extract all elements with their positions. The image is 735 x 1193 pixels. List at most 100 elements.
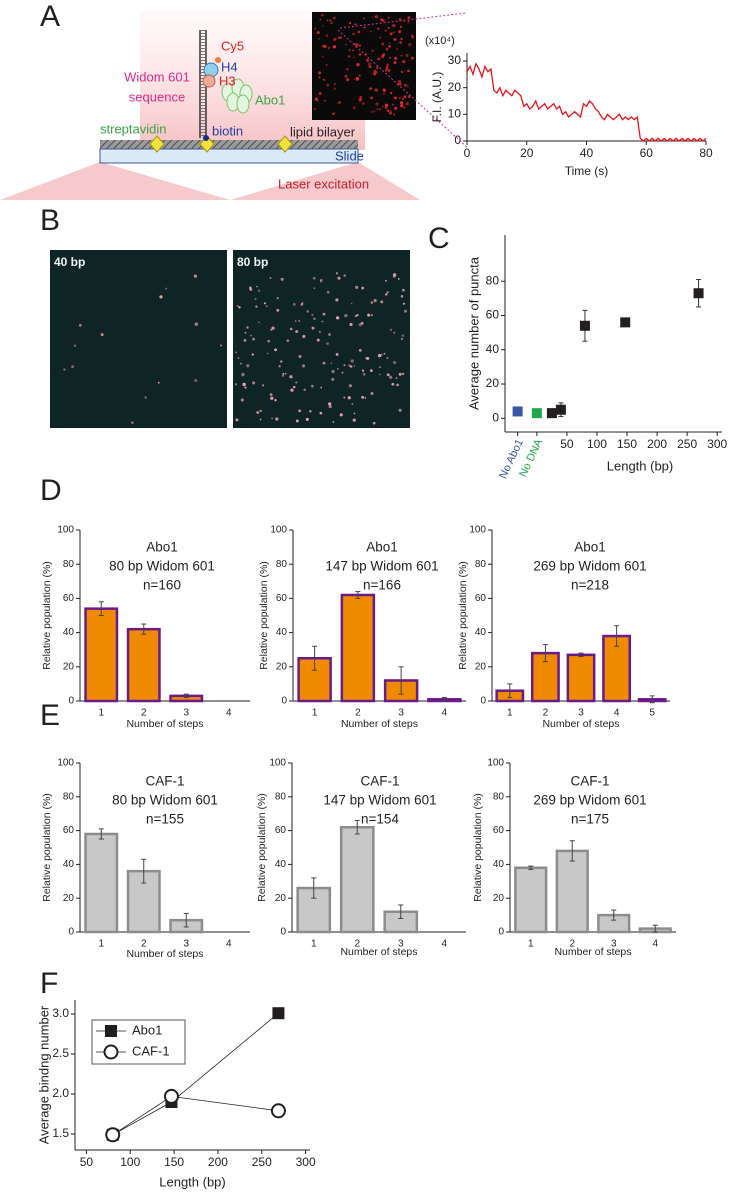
series-line: [112, 1095, 279, 1136]
punctum: [367, 313, 371, 317]
punctum: [254, 298, 257, 301]
y-axis-label: Relative population (%): [457, 561, 469, 670]
punctum: [259, 409, 262, 413]
punctum: [333, 82, 336, 85]
punctum: [328, 402, 332, 406]
punctum: [388, 42, 391, 44]
punctum: [251, 353, 254, 356]
label-biotin: biotin: [212, 123, 243, 138]
x-tick-label: 40: [580, 146, 594, 160]
punctum: [258, 321, 260, 324]
streptavidin: [199, 135, 215, 153]
punctum: [261, 384, 265, 387]
slide: [99, 148, 359, 164]
punctum: [341, 371, 344, 374]
punctum: [271, 326, 275, 330]
punctum: [336, 316, 340, 320]
y-tick-label: 60: [493, 825, 505, 836]
punctum: [384, 103, 389, 107]
x-tick-label: 1: [98, 939, 104, 950]
punctum: [270, 328, 273, 331]
panel-label: B: [40, 204, 60, 237]
punctum: [244, 331, 247, 334]
y-tick-label: 20: [276, 661, 288, 672]
y-axis-label: Relative population (%): [256, 793, 268, 902]
punctum: [358, 74, 361, 77]
punctum: [350, 365, 353, 368]
punctum: [246, 364, 250, 368]
label-widom: sequence: [129, 89, 185, 104]
punctum: [407, 16, 411, 20]
punctum: [402, 302, 405, 305]
chart-title: n=154: [361, 812, 399, 827]
x-axis-label: Number of steps: [126, 948, 203, 960]
x-tick-label: 3: [611, 939, 617, 950]
punctum: [71, 365, 75, 369]
punctum: [361, 286, 365, 290]
punctum: [393, 331, 396, 334]
y-tick-label: 100: [487, 758, 504, 769]
y-axis-label: Relative population (%): [472, 793, 484, 902]
y-tick-label: 20: [448, 80, 462, 94]
punctum: [361, 395, 365, 399]
punctum: [384, 29, 387, 32]
x-tick-label: 50: [560, 437, 574, 451]
y-tick-label: 60: [475, 593, 487, 604]
punctum: [384, 106, 388, 110]
punctum: [327, 46, 331, 50]
y-tick-label: 40: [63, 627, 75, 638]
punctum: [384, 69, 387, 72]
cy5: [215, 57, 221, 63]
punctum: [401, 97, 405, 100]
label-lipid-bilayer: lipid bilayer: [290, 124, 356, 139]
panel-label: F: [40, 967, 58, 1000]
punctum: [352, 418, 356, 422]
punctum: [380, 300, 384, 304]
punctum: [348, 49, 351, 52]
punctum: [301, 364, 306, 368]
punctum: [374, 15, 378, 19]
punctum: [362, 17, 365, 20]
punctum: [337, 367, 339, 370]
y-tick-label: 40: [493, 859, 505, 870]
legend-marker: [105, 1025, 117, 1037]
punctum: [322, 312, 326, 316]
y-tick-label: 0: [280, 927, 286, 938]
punctum: [302, 334, 306, 338]
punctum: [316, 31, 320, 35]
punctum: [353, 365, 356, 367]
y-tick-label: 10: [448, 107, 462, 121]
punctum: [311, 384, 314, 388]
chart-title: 269 bp Widom 601: [533, 559, 646, 574]
y-tick-label: 40: [63, 859, 75, 870]
punctum: [381, 105, 384, 108]
punctum: [348, 364, 351, 367]
punctum: [400, 295, 404, 298]
x-tick-label: 2: [354, 939, 360, 950]
punctum: [321, 25, 324, 27]
x-tick-label: 300: [707, 437, 727, 451]
punctum: [403, 309, 408, 313]
punctum: [319, 18, 322, 21]
x-tick-label: 20: [520, 146, 534, 160]
punctum: [379, 366, 382, 369]
punctum: [332, 112, 335, 116]
abo1-subunit: [236, 94, 250, 114]
x-tick-label: 3: [398, 708, 404, 719]
marker: [105, 1127, 121, 1143]
punctum: [311, 326, 315, 330]
punctum: [157, 381, 160, 384]
y-axis-label: Relative population (%): [41, 561, 53, 670]
punctum: [368, 65, 372, 69]
y-tick-label: 60: [63, 593, 75, 604]
y-tick-label: 80: [275, 791, 287, 802]
laser-beam: [0, 162, 230, 200]
punctum: [362, 372, 366, 376]
punctum: [286, 339, 290, 343]
marker: [270, 1103, 286, 1119]
punctum: [165, 287, 167, 290]
punctum: [356, 314, 359, 317]
punctum: [397, 277, 400, 280]
punctum: [401, 372, 405, 376]
punctum: [284, 372, 287, 375]
